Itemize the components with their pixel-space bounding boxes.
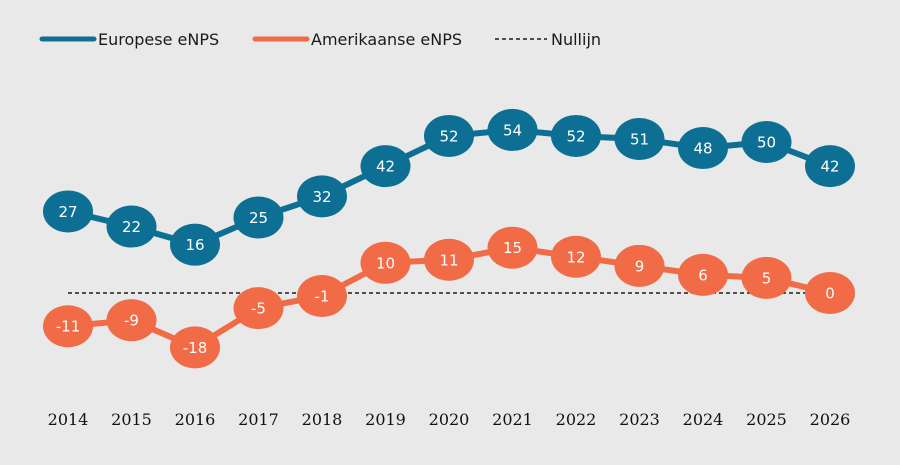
x-tick-label: 2021 (492, 410, 533, 429)
data-label: 5 (762, 269, 772, 287)
data-label: 15 (503, 239, 522, 257)
data-label: 42 (376, 158, 395, 176)
x-tick-label: 2024 (683, 410, 724, 429)
data-label: 25 (249, 209, 268, 227)
legend-label-europese: Europese eNPS (98, 30, 219, 49)
data-point (43, 190, 93, 233)
data-label: 0 (825, 285, 835, 303)
data-label: 52 (566, 127, 585, 145)
data-label: 42 (820, 158, 839, 176)
data-point (233, 287, 284, 330)
data-point (805, 145, 855, 188)
x-tick-label: 2025 (746, 410, 787, 429)
data-point (360, 145, 411, 188)
x-tick-label: 2014 (48, 410, 89, 429)
data-point (551, 235, 601, 278)
series-amerikaanse: -11 -9 -18 -5 -1 10 11 15 12 9 6 5 0 (43, 226, 855, 369)
data-label: 16 (185, 236, 204, 254)
data-point (487, 108, 538, 151)
data-label: 50 (757, 134, 776, 152)
data-point (551, 114, 601, 157)
legend-label-amerikaanse: Amerikaanse eNPS (311, 30, 462, 49)
data-label: -11 (56, 318, 81, 336)
x-tick-label: 2019 (365, 410, 406, 429)
legend: Europese eNPS Amerikaanse eNPS Nullijn (39, 30, 601, 49)
data-label: 51 (630, 130, 649, 148)
data-label: 48 (693, 140, 712, 158)
data-label: -9 (124, 312, 139, 330)
series-europese: 27 22 16 25 32 42 52 54 52 51 48 50 42 (43, 108, 855, 266)
data-label: 32 (312, 188, 331, 206)
data-point (487, 226, 538, 269)
data-label: 6 (698, 266, 708, 284)
data-point (297, 175, 347, 218)
data-point (424, 114, 474, 157)
data-label: 11 (439, 251, 458, 269)
data-label: -5 (251, 300, 266, 318)
data-label: 27 (58, 203, 77, 221)
x-tick-label: 2016 (175, 410, 216, 429)
data-point (678, 127, 728, 170)
data-point (614, 244, 665, 287)
data-point (170, 223, 220, 266)
data-point (614, 117, 665, 160)
data-label: 9 (635, 257, 645, 275)
data-point (805, 272, 855, 314)
data-point (678, 253, 728, 296)
data-label: 22 (122, 218, 141, 236)
data-point (170, 326, 220, 369)
data-point (106, 299, 157, 342)
data-point (297, 275, 347, 318)
x-tick-label: 2022 (556, 410, 597, 429)
data-label: -1 (315, 288, 330, 306)
data-label: 12 (566, 248, 585, 266)
data-point (424, 238, 474, 281)
x-tick-label: 2015 (111, 410, 152, 429)
x-tick-label: 2026 (810, 410, 851, 429)
data-label: 52 (439, 127, 458, 145)
data-point (741, 256, 792, 299)
data-label: 54 (503, 121, 522, 139)
x-axis: 2014 2015 2016 2017 2018 2019 2020 2021 2022 2023… (48, 410, 851, 429)
legend-label-nullijn: Nullijn (551, 30, 601, 49)
data-point (43, 305, 93, 348)
data-label: -18 (183, 339, 208, 357)
data-point (233, 196, 284, 239)
x-tick-label: 2023 (619, 410, 660, 429)
x-tick-label: 2020 (429, 410, 470, 429)
data-point (360, 241, 411, 284)
data-point (741, 121, 792, 163)
data-label: 10 (376, 254, 395, 272)
x-tick-label: 2017 (238, 410, 279, 429)
x-tick-label: 2018 (302, 410, 343, 429)
data-point (106, 205, 157, 248)
